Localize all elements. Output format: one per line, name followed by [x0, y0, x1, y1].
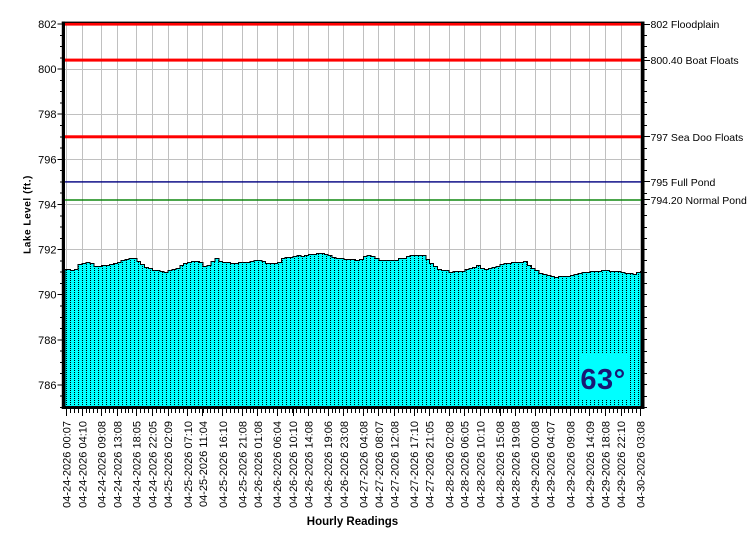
svg-text:04-24-2026 18:05: 04-24-2026 18:05 — [132, 421, 144, 508]
svg-text:04-28-2026 15:08: 04-28-2026 15:08 — [495, 421, 507, 508]
svg-text:04-30-2026 03:08: 04-30-2026 03:08 — [636, 421, 648, 508]
svg-text:Hourly Readings: Hourly Readings — [307, 516, 398, 528]
svg-text:04-25-2026 07:10: 04-25-2026 07:10 — [183, 421, 195, 508]
svg-text:786: 786 — [38, 380, 56, 392]
svg-text:04-29-2026 04:07: 04-29-2026 04:07 — [546, 421, 558, 508]
svg-text:04-24-2026 22:05: 04-24-2026 22:05 — [147, 421, 159, 508]
svg-text:63°: 63° — [580, 364, 625, 396]
svg-text:04-25-2026 21:08: 04-25-2026 21:08 — [237, 421, 249, 508]
svg-text:794.20 Normal Pond: 794.20 Normal Pond — [651, 195, 747, 207]
svg-text:792: 792 — [38, 245, 56, 257]
svg-text:04-27-2026 12:08: 04-27-2026 12:08 — [390, 421, 402, 508]
svg-text:788: 788 — [38, 335, 56, 347]
svg-text:04-26-2026 23:08: 04-26-2026 23:08 — [339, 421, 351, 508]
svg-text:04-29-2026 09:08: 04-29-2026 09:08 — [565, 421, 577, 508]
svg-text:04-26-2026 06:04: 04-26-2026 06:04 — [272, 421, 284, 508]
svg-text:04-28-2026 06:05: 04-28-2026 06:05 — [460, 421, 472, 508]
svg-text:800.40 Boat Floats: 800.40 Boat Floats — [651, 55, 739, 67]
svg-text:04-29-2026 00:08: 04-29-2026 00:08 — [530, 421, 542, 508]
svg-text:04-29-2026 22:10: 04-29-2026 22:10 — [616, 421, 628, 508]
svg-text:04-26-2026 19:06: 04-26-2026 19:06 — [323, 421, 335, 508]
svg-text:04-28-2026 10:10: 04-28-2026 10:10 — [476, 421, 488, 508]
svg-text:800: 800 — [38, 64, 56, 76]
svg-text:04-26-2026 01:08: 04-26-2026 01:08 — [253, 421, 265, 508]
svg-text:04-27-2026 21:05: 04-27-2026 21:05 — [425, 421, 437, 508]
svg-text:802 Floodplain: 802 Floodplain — [651, 19, 720, 31]
svg-text:798: 798 — [38, 109, 56, 121]
svg-text:795 Full Pond: 795 Full Pond — [651, 177, 716, 189]
svg-text:797 Sea Doo Floats: 797 Sea Doo Floats — [651, 132, 744, 144]
svg-text:802: 802 — [38, 19, 56, 31]
svg-text:04-24-2026 09:08: 04-24-2026 09:08 — [97, 421, 109, 508]
svg-text:04-25-2026 16:10: 04-25-2026 16:10 — [218, 421, 230, 508]
svg-text:794: 794 — [38, 200, 56, 212]
svg-text:04-25-2026 11:04: 04-25-2026 11:04 — [198, 421, 210, 507]
svg-text:04-27-2026 08:07: 04-27-2026 08:07 — [374, 421, 386, 508]
svg-text:04-29-2026 14:09: 04-29-2026 14:09 — [585, 421, 597, 508]
svg-text:04-24-2026 13:08: 04-24-2026 13:08 — [112, 421, 124, 508]
svg-text:04-24-2026 04:10: 04-24-2026 04:10 — [77, 421, 89, 508]
svg-text:Lake Level (ft.): Lake Level (ft.) — [23, 175, 34, 254]
svg-text:04-26-2026 14:08: 04-26-2026 14:08 — [304, 421, 316, 508]
svg-text:04-28-2026 19:08: 04-28-2026 19:08 — [511, 421, 523, 508]
svg-text:790: 790 — [38, 290, 56, 302]
svg-text:04-29-2026 18:08: 04-29-2026 18:08 — [601, 421, 613, 508]
svg-text:04-28-2026 02:08: 04-28-2026 02:08 — [444, 421, 456, 508]
svg-text:796: 796 — [38, 154, 56, 166]
svg-text:04-26-2026 10:10: 04-26-2026 10:10 — [288, 421, 300, 508]
svg-text:04-27-2026 04:08: 04-27-2026 04:08 — [358, 421, 370, 508]
svg-text:04-25-2026 02:09: 04-25-2026 02:09 — [163, 421, 175, 508]
svg-text:04-24-2026 00:07: 04-24-2026 00:07 — [62, 421, 74, 508]
svg-text:04-27-2026 17:10: 04-27-2026 17:10 — [409, 421, 421, 508]
